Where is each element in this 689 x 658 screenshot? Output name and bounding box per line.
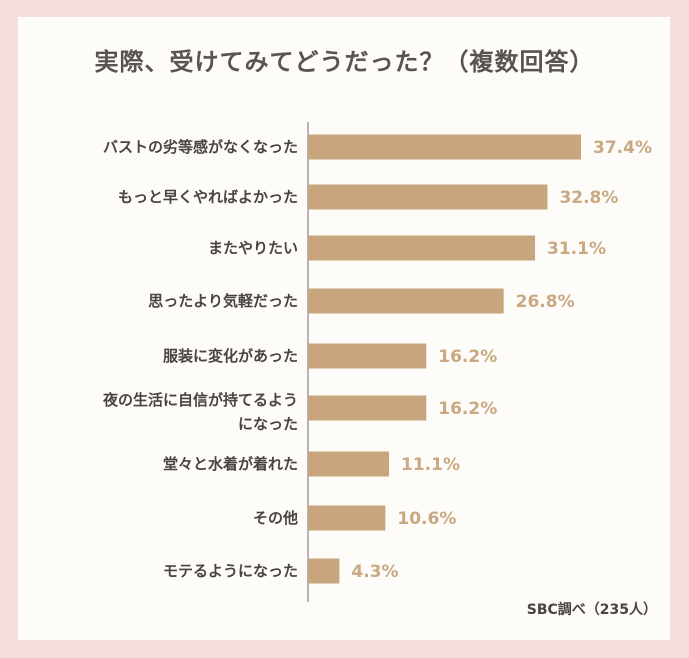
bar [308,288,504,314]
bar [308,134,582,160]
value-label: 11.1% [401,455,460,475]
bar [308,395,427,421]
value-label: 10.6% [397,509,456,529]
category-label: またやりたい [208,239,298,257]
value-label: 16.2% [438,399,497,419]
bar [308,451,390,477]
chart-title: 実際、受けてみてどうだった？（複数回答） [94,48,595,76]
value-label: 16.2% [438,347,497,367]
category-label: モテるようになった [163,562,298,580]
category-label: その他 [253,509,298,527]
value-label: 4.3% [351,562,398,582]
category-label: 堂々と水着が着れた [163,455,298,473]
chart-panel [18,17,670,640]
bar [308,235,536,261]
bar [308,184,548,210]
category-label: 思ったより気軽だった [148,292,298,310]
bar [308,343,427,369]
value-label: 31.1% [547,239,606,259]
category-label: もっと早くやればよかった [118,188,298,206]
value-label: 37.4% [593,138,652,158]
category-label: バストの劣等感がなくなった [103,138,298,156]
source-note: SBC調べ（235人） [526,602,657,618]
value-label: 32.8% [559,188,618,208]
category-label: になった [238,415,298,433]
category-label: 服装に変化があった [163,347,298,365]
value-label: 26.8% [516,292,575,312]
bar [308,558,340,584]
bar [308,505,386,531]
category-label: 夜の生活に自信が持てるよう [102,391,298,409]
